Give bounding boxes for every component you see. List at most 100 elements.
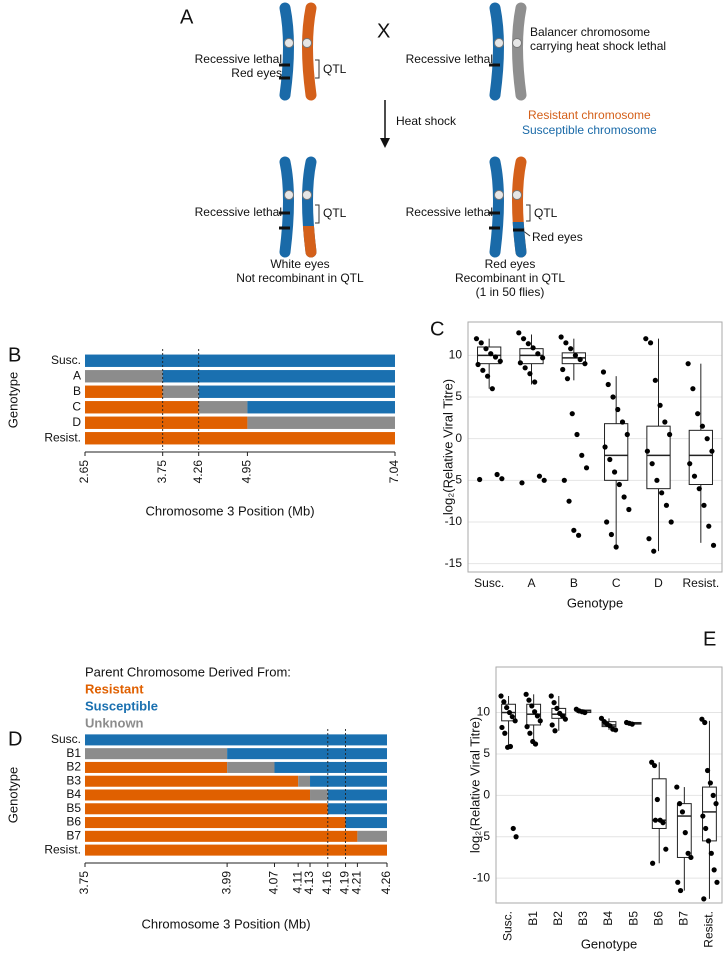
caption: Red eyes — [485, 257, 536, 271]
label: QTL — [323, 206, 347, 220]
data-point — [562, 716, 568, 722]
data-point — [497, 358, 503, 364]
data-point — [619, 419, 626, 425]
caption: Recombinant in QTL — [455, 271, 565, 285]
qtl-bracket — [526, 204, 531, 222]
data-point — [611, 469, 618, 475]
bar-segment — [198, 401, 248, 414]
data-point — [532, 709, 538, 715]
data-point — [571, 527, 577, 533]
data-point — [563, 340, 569, 346]
bar-segment — [85, 734, 387, 746]
plot-frame — [495, 666, 723, 904]
y-tick-label: -5 — [479, 829, 490, 843]
data-point — [526, 697, 532, 703]
band — [489, 63, 500, 67]
data-point — [713, 801, 719, 807]
panel-a: A X Recessive lethal Red eyes QTL Recess… — [180, 2, 666, 299]
data-point — [696, 486, 702, 492]
bar-segment — [85, 789, 311, 801]
caption: White eyes — [270, 257, 329, 271]
centromere — [512, 190, 522, 200]
x-tick-label: Resist. — [702, 911, 716, 948]
box — [646, 425, 671, 490]
data-point — [558, 334, 564, 340]
data-point — [492, 354, 499, 360]
x-axis-label: Chromosome 3 Position (Mb) — [145, 503, 314, 518]
data-point — [582, 361, 588, 367]
bar-segment — [85, 830, 358, 842]
y-tick-label: D — [72, 415, 81, 429]
bar-segment — [298, 775, 311, 787]
y-tick-label: 10 — [477, 705, 491, 719]
data-point — [602, 444, 608, 450]
box — [604, 423, 629, 481]
data-point — [695, 411, 701, 417]
caption: (1 in 50 flies) — [476, 285, 545, 299]
data-point — [701, 896, 707, 902]
x-tick-label: C — [612, 576, 621, 590]
centromere — [494, 190, 504, 200]
label: QTL — [534, 206, 558, 220]
y-tick-label: 0 — [483, 788, 490, 802]
data-point — [575, 532, 582, 538]
y-tick-label: B5 — [66, 801, 81, 815]
x-tick-label: 4.16 — [320, 871, 334, 895]
plot-frame — [467, 321, 723, 573]
label: Red eyes — [532, 230, 583, 244]
data-point — [646, 536, 652, 542]
chromosome — [489, 2, 504, 101]
data-point — [702, 719, 708, 726]
x-axis-label: Genotype — [581, 936, 637, 951]
data-point — [657, 402, 663, 408]
data-point — [499, 476, 505, 482]
bar-segment — [85, 385, 163, 398]
data-point — [654, 796, 660, 803]
data-point — [685, 850, 691, 856]
data-point — [512, 718, 518, 724]
bar-segment — [198, 385, 395, 398]
bar-segment — [310, 775, 387, 787]
box — [519, 348, 544, 365]
data-point — [654, 477, 660, 483]
y-tick-label: Susc. — [51, 732, 81, 746]
x-tick-label: A — [527, 576, 535, 590]
data-point — [687, 461, 693, 467]
data-point — [711, 867, 717, 873]
x-tick-label: B7 — [677, 911, 691, 926]
band — [279, 63, 290, 67]
data-point — [527, 371, 533, 377]
data-point — [677, 801, 683, 807]
data-point — [652, 377, 658, 383]
centromere — [302, 38, 312, 48]
chromosome — [302, 2, 317, 101]
data-point — [629, 721, 635, 727]
data-point — [509, 714, 515, 720]
label: Recessive lethal — [195, 205, 282, 219]
y-tick-label: B6 — [66, 815, 81, 829]
y-tick-label: B7 — [66, 829, 81, 843]
x-axis-label: Genotype — [567, 595, 623, 610]
data-point — [480, 367, 486, 373]
x-tick-label: 4.19 — [338, 871, 352, 895]
data-point — [579, 452, 585, 458]
data-point — [644, 448, 650, 454]
data-point — [704, 767, 711, 774]
y-tick-label: A — [73, 368, 81, 382]
data-point — [583, 465, 590, 471]
data-point — [551, 700, 557, 706]
data-point — [572, 352, 579, 358]
label: Balancer chromosome — [530, 25, 650, 39]
data-point — [612, 727, 619, 733]
bar-segment — [310, 789, 328, 801]
data-point — [524, 724, 530, 730]
data-point — [488, 351, 494, 357]
bar-segment — [227, 748, 387, 760]
bar-segment — [162, 385, 199, 398]
data-point — [560, 366, 566, 373]
data-point — [607, 456, 613, 463]
y-tick-label: 0 — [455, 431, 462, 445]
x-axis-label: Chromosome 3 Position (Mb) — [141, 916, 310, 931]
bar-segment — [345, 817, 387, 829]
